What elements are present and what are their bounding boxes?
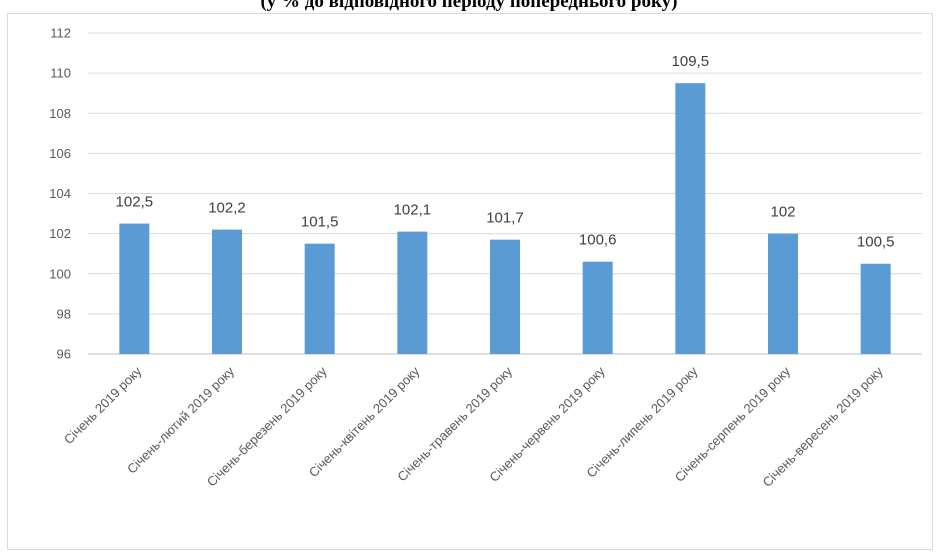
y-tick-label: 112 [50, 26, 71, 41]
y-tick-label: 106 [49, 146, 71, 161]
y-tick-label: 96 [57, 347, 71, 362]
bar [119, 223, 150, 354]
bar [490, 239, 520, 354]
data-label: 109,5 [672, 53, 710, 70]
bar [397, 231, 428, 354]
y-tick-label: 110 [50, 66, 71, 81]
data-label: 102,5 [116, 194, 154, 211]
data-label: 101,7 [486, 210, 524, 227]
y-tick-label: 102 [49, 226, 71, 241]
data-label: 100,6 [579, 232, 617, 249]
data-label: 102,2 [208, 200, 246, 217]
bar [304, 243, 335, 354]
data-label: 102 [770, 204, 795, 221]
chart-title: (у % до відповідного періоду попередньог… [260, 0, 678, 12]
y-tick-label: 100 [49, 266, 71, 281]
data-label: 102,1 [394, 202, 432, 219]
bar [675, 83, 706, 354]
bar [768, 233, 798, 354]
bars [119, 83, 891, 354]
x-tick-label: Січень-лютий 2019 року [124, 363, 238, 477]
data-label: 101,5 [301, 214, 339, 231]
data-labels: 102,5 102,2 101,5 102,1 101,7 100,6 109,5 102 10… [116, 53, 895, 251]
y-tick-label: 98 [57, 306, 71, 321]
y-tick-label: 104 [49, 186, 71, 201]
bar [582, 261, 613, 354]
bar [212, 229, 242, 354]
x-tick-label: Січень 2019 року [61, 363, 145, 447]
y-tick-label: 108 [49, 106, 71, 121]
bar [860, 263, 891, 354]
data-label: 100,5 [857, 234, 895, 251]
y-axis-ticks: 96 98 100 102 104 106 108 110 112 [49, 26, 71, 362]
